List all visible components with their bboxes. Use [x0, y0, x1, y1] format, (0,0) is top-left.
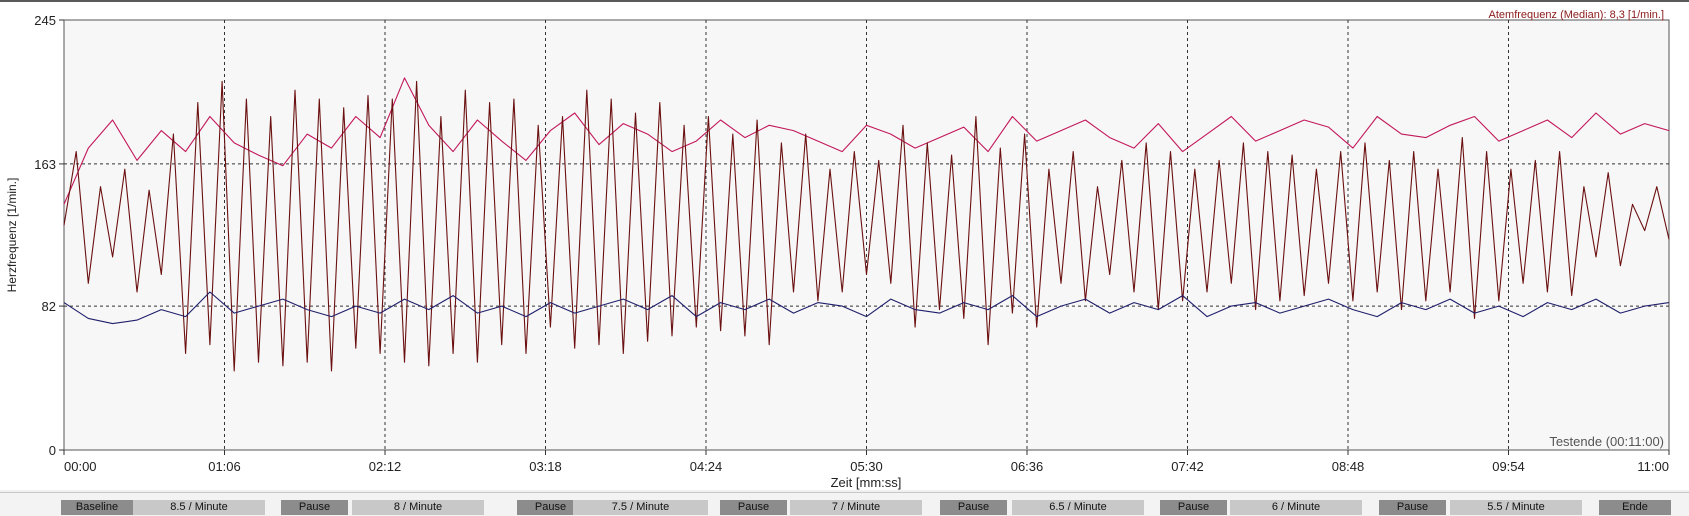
x-tick-label: 02:12 — [369, 459, 402, 474]
y-axis-label: Herzfrequenz [1/min.] — [5, 178, 19, 293]
x-tick-label: 09:54 — [1492, 459, 1525, 474]
y-tick-label: 0 — [49, 443, 56, 458]
series-line-2 — [63, 80, 1670, 372]
y-tick-label: 245 — [34, 13, 56, 28]
chart-area: 0 82 163 245 00:00 01:06 02:12 03:18 04:24 05:30… — [0, 0, 1689, 490]
phase-segment: 7 / Minute — [790, 500, 922, 515]
x-tick-label: 04:24 — [690, 459, 723, 474]
legend-annotation: Atemfrequenz (Median): 8,3 [1/min.] — [1489, 9, 1664, 21]
phase-segment: 6 / Minute — [1230, 500, 1362, 515]
x-axis: 00:00 01:06 02:12 03:18 04:24 05:30 06:36 07:42… — [63, 450, 1670, 474]
heart-rate-chart: 0 82 163 245 00:00 01:06 02:12 03:18 04:24 05:30… — [5, 9, 1670, 490]
x-tick-label: 11:00 — [1637, 459, 1669, 474]
x-tick-label: 01:06 — [208, 459, 241, 474]
phase-segment: Pause — [1379, 500, 1446, 515]
x-tick-label: 05:30 — [850, 459, 883, 474]
x-axis-label: Zeit [mm:ss] — [831, 475, 902, 490]
series-line-3 — [63, 291, 1670, 325]
y-tick-label: 82 — [42, 299, 56, 314]
phase-segment: Ende — [1599, 500, 1671, 515]
x-tick-label: 03:18 — [529, 459, 562, 474]
phase-segment: 5.5 / Minute — [1450, 500, 1582, 515]
x-tick-label: 08:48 — [1332, 459, 1365, 474]
x-tick-label: 06:36 — [1011, 459, 1044, 474]
series-layer — [63, 77, 1670, 372]
phase-segment: Pause — [940, 500, 1007, 515]
phase-segment: Baseline — [61, 500, 133, 515]
x-tick-label: 00:00 — [64, 459, 97, 474]
phase-segment: 6.5 / Minute — [1012, 500, 1144, 515]
phase-segment: 8.5 / Minute — [133, 500, 265, 515]
y-tick-label: 163 — [34, 157, 56, 172]
phase-segment: Pause — [720, 500, 787, 515]
end-annotation: Testende (00:11:00) — [1549, 434, 1664, 449]
x-tick-label: 07:42 — [1171, 459, 1204, 474]
phase-segment: Pause — [281, 500, 348, 515]
phase-segment: 8 / Minute — [352, 500, 484, 515]
phase-segment: Pause — [1160, 500, 1227, 515]
plot-background — [63, 19, 1670, 451]
phase-bar: Baseline 8.5 / Minute Pause 8 / Minute Pause… — [0, 492, 1689, 516]
series-line-1 — [63, 77, 1670, 205]
y-axis: 0 82 163 245 — [34, 13, 64, 458]
phase-segment: 7.5 / Minute — [573, 500, 708, 515]
phase-segment: Pause — [517, 500, 584, 515]
